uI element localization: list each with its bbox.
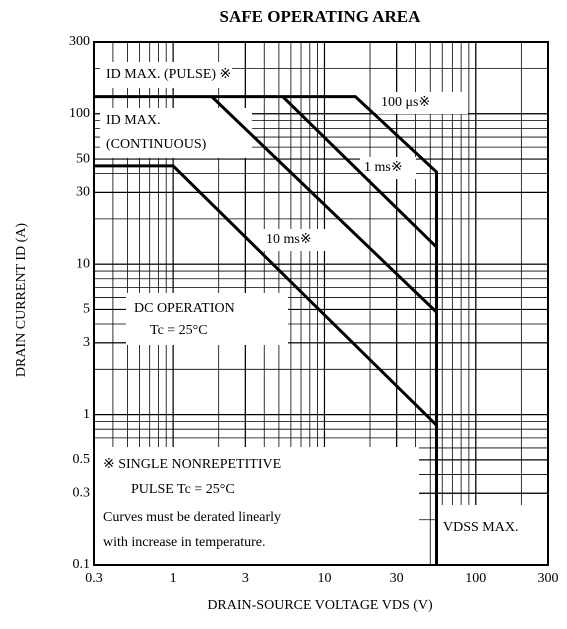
annotation: Tc = 25°C xyxy=(150,323,208,338)
note-box xyxy=(95,447,419,564)
y-tick-label: 10 xyxy=(76,256,90,271)
x-tick-label: 30 xyxy=(390,571,404,586)
annotation: 1 ms※ xyxy=(364,160,403,175)
y-tick-label: 30 xyxy=(76,185,90,200)
label-box xyxy=(126,293,288,345)
y-tick-label: 100 xyxy=(69,106,90,121)
label-box xyxy=(100,108,252,158)
annotation: ※ SINGLE NONREPETITIVE xyxy=(103,457,281,472)
annotation: PULSE Tc = 25°C xyxy=(131,482,235,497)
y-axis-label: DRAIN CURRENT ID (A) xyxy=(14,223,29,377)
limit-line xyxy=(281,95,438,249)
label-box xyxy=(438,505,547,564)
annotation: ID MAX. xyxy=(106,113,160,128)
y-tick-label: 0.1 xyxy=(73,557,91,572)
limit-line xyxy=(210,95,438,314)
annotation: DC OPERATION xyxy=(134,301,235,316)
x-tick-label: 0.3 xyxy=(85,571,103,586)
label-boxes xyxy=(95,62,547,564)
limit-line xyxy=(94,164,438,427)
x-axis-label: DRAIN-SOURCE VOLTAGE VDS (V) xyxy=(207,598,433,613)
label-box xyxy=(360,157,416,179)
chart-title: SAFE OPERATING AREA xyxy=(220,7,422,26)
annotation: Curves must be derated linearly xyxy=(103,510,281,525)
x-tick-label: 1 xyxy=(170,571,177,586)
x-tick-label: 100 xyxy=(465,571,486,586)
label-box xyxy=(376,92,468,114)
annotation: (CONTINUOUS) xyxy=(106,137,207,152)
label-box xyxy=(262,229,334,251)
plot-frame xyxy=(93,41,549,566)
limit-line xyxy=(94,95,439,565)
label-box xyxy=(100,62,232,88)
y-tick-label: 3 xyxy=(83,335,90,350)
x-tick-label: 300 xyxy=(538,571,559,586)
y-tick-label: 300 xyxy=(69,34,90,49)
x-tick-label: 3 xyxy=(242,571,249,586)
x-tick-label: 10 xyxy=(317,571,331,586)
y-tick-label: 1 xyxy=(83,407,90,422)
y-tick-label: 0.5 xyxy=(73,452,91,467)
y-tick-label: 50 xyxy=(76,151,90,166)
y-tick-label: 0.3 xyxy=(73,485,91,500)
series-layer xyxy=(94,95,439,565)
annotation: VDSS MAX. xyxy=(443,520,518,535)
y-tick-label: 5 xyxy=(83,302,90,317)
annotation: 10 ms※ xyxy=(266,232,312,247)
annotation: 100 μs※ xyxy=(381,95,430,110)
annotation: with increase in temperature. xyxy=(103,535,265,550)
annotation: ID MAX. (PULSE) ※ xyxy=(106,67,231,82)
